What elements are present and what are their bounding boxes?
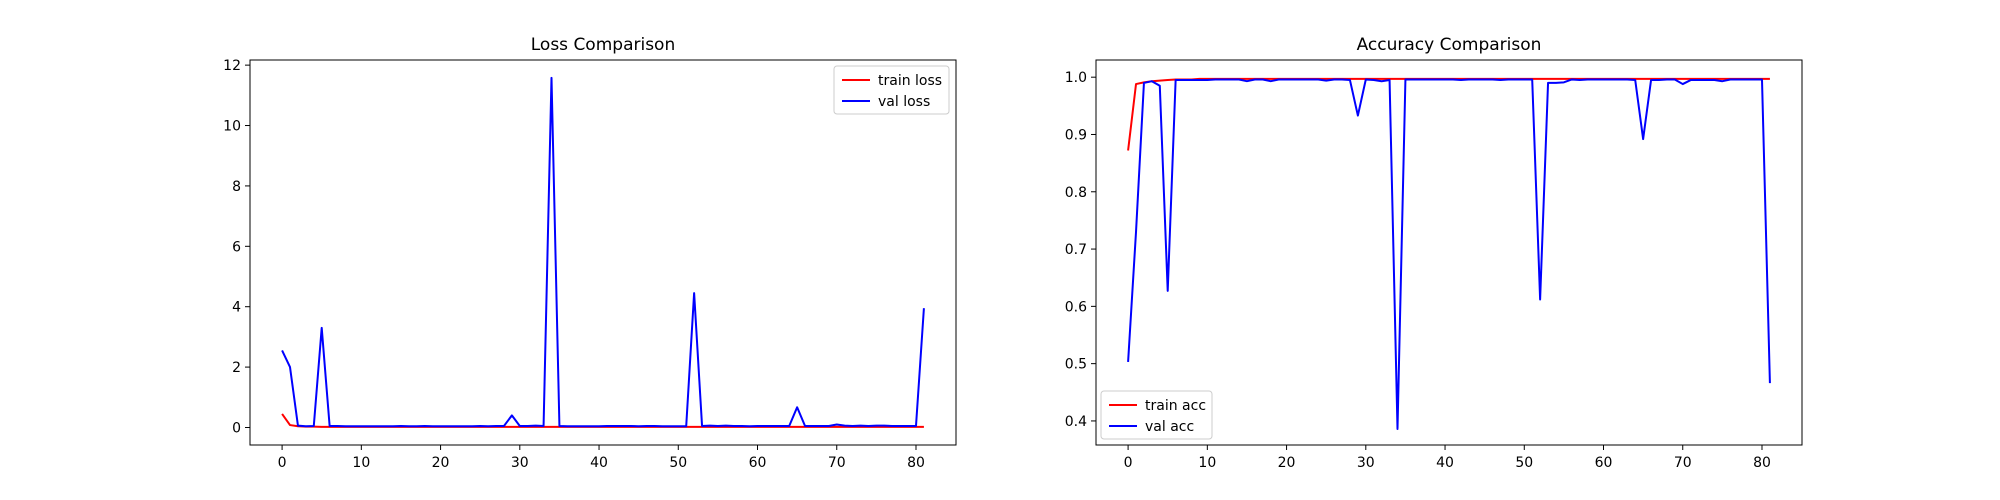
acc-legend: train acc val acc xyxy=(1100,390,1213,440)
loss-y-tick-label: 6 xyxy=(232,239,241,255)
loss-y-tick-label: 2 xyxy=(232,360,241,376)
loss-x-tick-label: 50 xyxy=(669,455,687,471)
acc-x-tick-label: 70 xyxy=(1674,455,1692,471)
loss-x-tick-label: 0 xyxy=(278,455,287,471)
acc-legend-label: val acc xyxy=(1145,419,1194,435)
loss-x-tick-label: 60 xyxy=(749,455,767,471)
loss-legend: train loss val loss xyxy=(833,65,950,115)
loss-series-line-val-loss xyxy=(281,76,925,428)
loss-y-tick-label: 8 xyxy=(232,179,241,195)
acc-y-tick-label: 1.0 xyxy=(1065,70,1087,86)
acc-axes-frame xyxy=(1095,59,1803,446)
loss-y-tick-label: 12 xyxy=(223,58,241,74)
accuracy-chart: Accuracy Comparison 0 10 20 30 40 50 60 70 80 0.4 0… xyxy=(1065,35,1803,471)
acc-series-line-val-acc xyxy=(1127,78,1771,430)
loss-axes-frame xyxy=(249,59,957,446)
acc-y-tick-label: 0.9 xyxy=(1065,127,1087,143)
acc-x-tick-label: 30 xyxy=(1357,455,1375,471)
loss-x-tick-label: 10 xyxy=(352,455,370,471)
loss-x-tick-label: 80 xyxy=(907,455,925,471)
loss-y-tick-label: 0 xyxy=(232,420,241,436)
acc-y-tick-label: 0.8 xyxy=(1065,185,1087,201)
acc-legend-label: train acc xyxy=(1145,398,1206,414)
acc-chart-title: Accuracy Comparison xyxy=(1357,35,1542,55)
loss-x-tick-label: 70 xyxy=(828,455,846,471)
acc-y-tick-label: 0.4 xyxy=(1065,414,1087,430)
acc-y-tick-label: 0.6 xyxy=(1065,299,1087,315)
loss-x-tick-label: 40 xyxy=(590,455,608,471)
acc-x-tick-label: 80 xyxy=(1753,455,1771,471)
acc-x-tick-label: 50 xyxy=(1515,455,1533,471)
loss-y-tick-label: 10 xyxy=(223,119,241,135)
loss-chart-title: Loss Comparison xyxy=(531,35,675,55)
loss-y-tick-label: 4 xyxy=(232,300,241,316)
loss-legend-label: train loss xyxy=(878,73,942,89)
acc-x-tick-label: 60 xyxy=(1595,455,1613,471)
acc-x-tick-label: 0 xyxy=(1124,455,1133,471)
loss-x-tick-label: 30 xyxy=(511,455,529,471)
acc-y-tick-label: 0.7 xyxy=(1065,242,1087,258)
acc-x-tick-label: 20 xyxy=(1278,455,1296,471)
acc-y-tick-label: 0.5 xyxy=(1065,357,1087,373)
loss-legend-label: val loss xyxy=(878,94,930,110)
loss-chart: Loss Comparison 0 10 20 30 40 50 60 70 80 0 2 4 6 8 10 1… xyxy=(223,35,957,471)
loss-x-tick-label: 20 xyxy=(432,455,450,471)
acc-x-tick-label: 10 xyxy=(1198,455,1216,471)
acc-x-tick-label: 40 xyxy=(1436,455,1454,471)
